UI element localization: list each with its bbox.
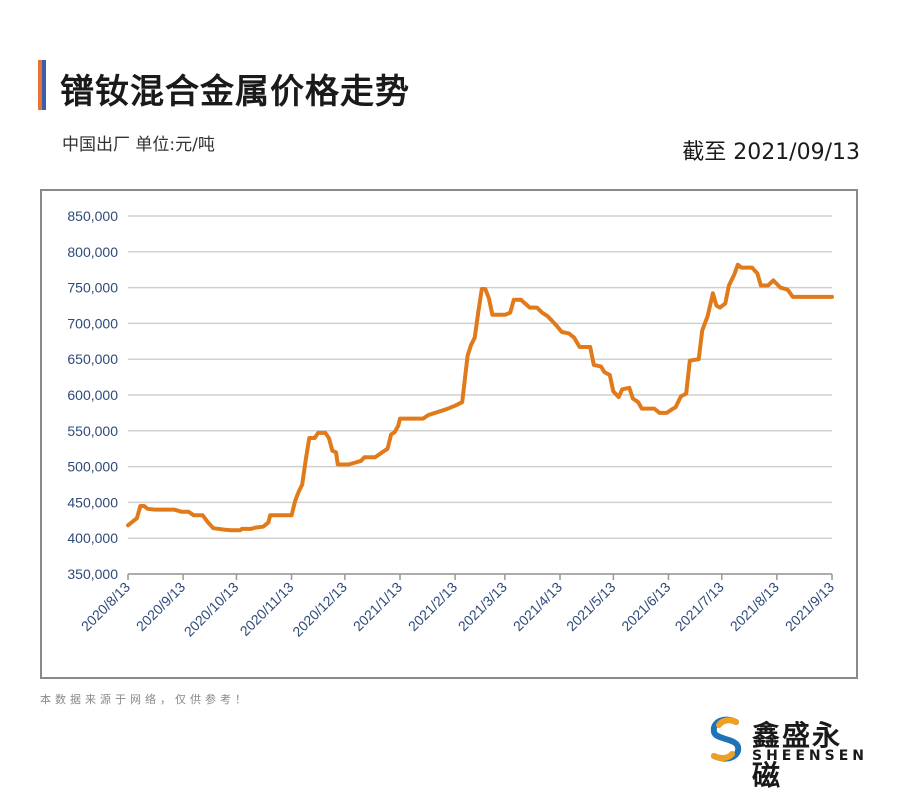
x-tick-label: 2020/9/13 bbox=[133, 579, 189, 635]
price-line-chart: 350,000 400,000 450,000 500,000 550,000 600,0… bbox=[67, 208, 838, 640]
logo-s-icon bbox=[710, 716, 742, 762]
x-tick-label: 2021/1/13 bbox=[350, 579, 406, 635]
x-tick-label: 2020/10/13 bbox=[181, 579, 242, 640]
y-tick-label: 350,000 bbox=[67, 566, 118, 582]
y-tick-label: 600,000 bbox=[67, 387, 118, 403]
company-logo: 鑫盛永磁 SHEENSEN bbox=[706, 714, 869, 792]
x-tick-label: 2020/8/13 bbox=[78, 579, 134, 635]
title-accent-bar bbox=[38, 60, 46, 110]
y-tick-label: 750,000 bbox=[67, 280, 118, 296]
x-tick-label: 2021/4/13 bbox=[510, 579, 566, 635]
as-of-date: 截至 2021/09/13 bbox=[682, 140, 860, 165]
y-tick-label: 400,000 bbox=[67, 530, 118, 546]
y-tick-label: 550,000 bbox=[67, 423, 118, 439]
y-tick-label: 650,000 bbox=[67, 351, 118, 367]
y-tick-label: 500,000 bbox=[67, 459, 118, 475]
price-series-line bbox=[126, 262, 834, 533]
x-tick-label: 2021/9/13 bbox=[782, 579, 838, 635]
y-tick-label: 700,000 bbox=[67, 315, 118, 331]
x-tick-label: 2021/2/13 bbox=[405, 579, 461, 635]
x-tick-label: 2021/8/13 bbox=[727, 579, 783, 635]
x-tick-label: 2021/7/13 bbox=[672, 579, 728, 635]
y-tick-label: 800,000 bbox=[67, 244, 118, 260]
page-title: 镨钕混合金属价格走势 bbox=[60, 72, 410, 112]
subtitle-unit: 中国出厂 单位:元/吨 bbox=[62, 135, 215, 155]
logo-english: SHEENSEN bbox=[752, 748, 869, 764]
x-tick-label: 2021/3/13 bbox=[455, 579, 511, 635]
y-tick-label: 450,000 bbox=[67, 494, 118, 510]
disclaimer: 本数据来源于网络，仅供参考！ bbox=[40, 693, 250, 706]
x-tick-label: 2021/5/13 bbox=[563, 579, 619, 635]
y-tick-label: 850,000 bbox=[67, 208, 118, 224]
x-tick-label: 2021/6/13 bbox=[618, 579, 674, 635]
x-tick-label: 2020/11/13 bbox=[237, 579, 297, 639]
chart-frame: 350,000 400,000 450,000 500,000 550,000 600,0… bbox=[40, 189, 858, 679]
x-tick-label: 2020/12/13 bbox=[289, 579, 350, 640]
